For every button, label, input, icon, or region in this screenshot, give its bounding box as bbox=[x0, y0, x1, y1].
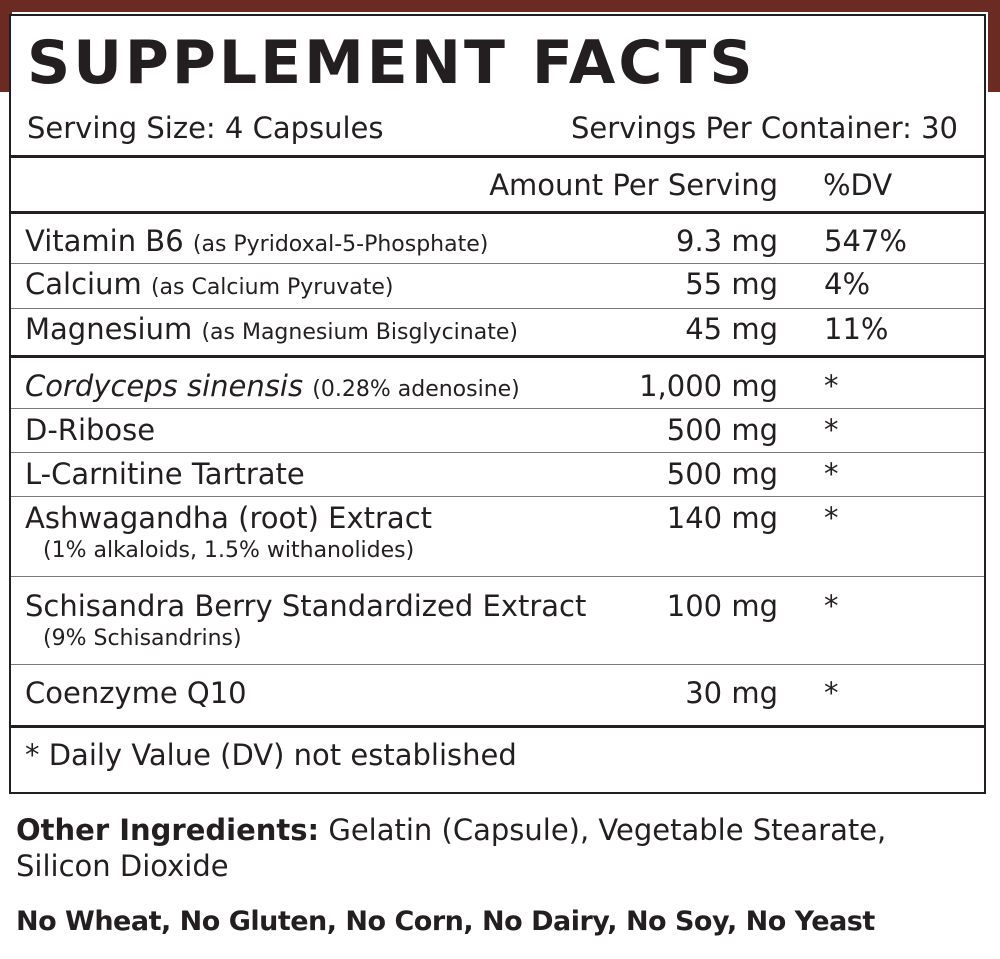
top-border-bar bbox=[0, 0, 1000, 12]
ingredient-name: L-Carnitine Tartrate bbox=[25, 457, 305, 491]
ingredient-detail: (1% alkaloids, 1.5% withanolides) bbox=[43, 538, 415, 563]
label-title: SUPPLEMENT FACTS bbox=[27, 28, 756, 98]
nutrient-dv: 11% bbox=[824, 312, 889, 346]
serving-size: Serving Size: 4 Capsules bbox=[27, 111, 384, 145]
nutrient-name: Calcium (as Calcium Pyruvate) bbox=[25, 267, 394, 301]
other-ingredients-text: Gelatin (Capsule), Vegetable Stearate, S… bbox=[16, 813, 887, 883]
ingredient-dv: * bbox=[824, 457, 839, 491]
divider bbox=[11, 496, 984, 497]
supplement-facts-panel: SUPPLEMENT FACTS Serving Size: 4 Capsule… bbox=[9, 14, 986, 794]
divider bbox=[11, 664, 984, 665]
ingredient-dv: * bbox=[824, 413, 839, 447]
ingredient-name: Schisandra Berry Standardized Extract bbox=[25, 589, 587, 623]
divider bbox=[11, 308, 984, 309]
allergen-statement: No Wheat, No Gluten, No Corn, No Dairy, … bbox=[16, 906, 875, 937]
ingredient-amount: 1,000 mg bbox=[639, 369, 778, 403]
divider bbox=[11, 263, 984, 264]
ingredient-amount: 140 mg bbox=[666, 501, 778, 535]
nutrient-dv: 547% bbox=[824, 224, 907, 258]
header-amount: Amount Per Serving bbox=[489, 168, 778, 202]
divider bbox=[11, 155, 984, 158]
ingredient-amount: 500 mg bbox=[666, 457, 778, 491]
ingredient-name: D-Ribose bbox=[25, 413, 156, 447]
nutrient-name: Magnesium (as Magnesium Bisglycinate) bbox=[25, 312, 518, 346]
divider bbox=[11, 355, 984, 358]
ingredient-amount: 500 mg bbox=[666, 413, 778, 447]
ingredient-dv: * bbox=[824, 589, 839, 623]
nutrient-amount: 55 mg bbox=[685, 267, 778, 301]
nutrient-name: Vitamin B6 (as Pyridoxal-5-Phosphate) bbox=[25, 224, 489, 258]
divider bbox=[11, 725, 984, 728]
ingredient-name: Coenzyme Q10 bbox=[25, 676, 247, 710]
divider bbox=[11, 211, 984, 214]
ingredient-amount: 100 mg bbox=[666, 589, 778, 623]
servings-per-container: Servings Per Container: 30 bbox=[570, 111, 958, 145]
other-ingredients-label: Other Ingredients: bbox=[16, 813, 320, 847]
nutrient-amount: 45 mg bbox=[685, 312, 778, 346]
other-ingredients: Other Ingredients: Gelatin (Capsule), Ve… bbox=[16, 812, 976, 884]
ingredient-dv: * bbox=[824, 369, 839, 403]
right-border-bar bbox=[988, 0, 1000, 92]
ingredient-dv: * bbox=[824, 501, 839, 535]
ingredient-detail: (9% Schisandrins) bbox=[43, 626, 242, 651]
ingredient-amount: 30 mg bbox=[685, 676, 778, 710]
divider bbox=[11, 408, 984, 409]
nutrient-amount: 9.3 mg bbox=[676, 224, 778, 258]
ingredient-name: Cordyceps sinensis (0.28% adenosine) bbox=[25, 369, 520, 403]
ingredient-dv: * bbox=[824, 676, 839, 710]
dv-footnote: * Daily Value (DV) not established bbox=[25, 738, 517, 772]
ingredient-name: Ashwagandha (root) Extract bbox=[25, 501, 433, 535]
nutrient-dv: 4% bbox=[824, 267, 871, 301]
divider bbox=[11, 452, 984, 453]
header-dv: %DV bbox=[823, 168, 893, 202]
divider bbox=[11, 576, 984, 577]
